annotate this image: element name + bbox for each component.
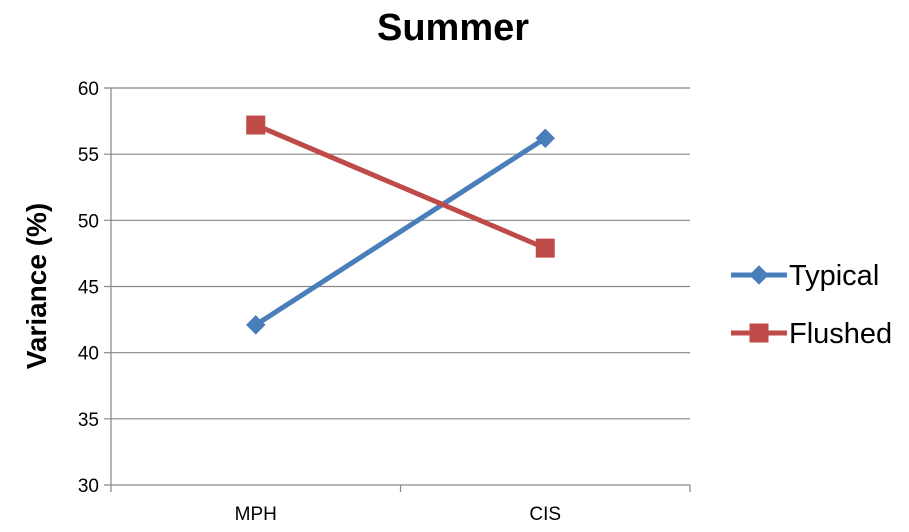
data-point-flushed [246, 115, 266, 135]
legend-marker [749, 323, 769, 343]
x-tick-label: MPH [235, 504, 277, 525]
data-point-flushed [535, 238, 555, 258]
gridlines [104, 87, 690, 486]
legend-label: Flushed [789, 318, 892, 350]
data-point-typical [246, 315, 266, 335]
y-tick-label: 35 [78, 410, 99, 431]
y-tick-label: 60 [78, 79, 99, 100]
data-point-typical [535, 128, 555, 148]
legend-label: Typical [789, 260, 879, 292]
series-line-flushed [254, 122, 547, 251]
series-group [246, 115, 555, 335]
y-tick-label: 50 [78, 211, 99, 232]
legend-item-typical: Typical [731, 260, 879, 292]
legend-marker [749, 265, 769, 285]
y-tick-label: 55 [78, 145, 99, 166]
y-tick-label: 45 [78, 278, 99, 299]
y-tick-labels: 30 35 40 45 50 55 60 [78, 79, 99, 497]
axes [110, 88, 691, 492]
series-line-typical [254, 136, 547, 327]
y-axis-label: Variance (%) [21, 203, 52, 370]
legend-item-flushed: Flushed [731, 318, 892, 350]
x-tick-labels: MPH CIS [235, 504, 561, 525]
x-tick-label: CIS [529, 504, 561, 525]
y-tick-label: 40 [78, 344, 99, 365]
legend: Typical Flushed [731, 260, 892, 350]
y-tick-label: 30 [78, 476, 99, 497]
chart-title: Summer [377, 7, 529, 49]
